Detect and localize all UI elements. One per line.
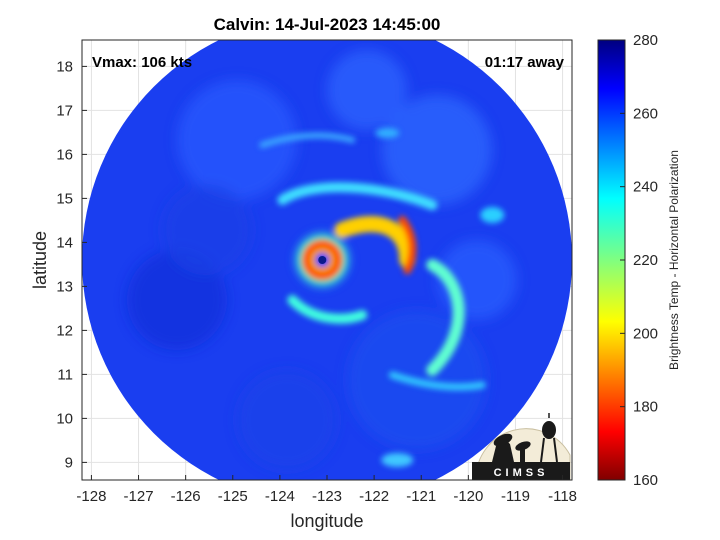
y-tick-label: 11 (57, 366, 73, 383)
colorbar-tick-label: 280 (633, 32, 658, 49)
x-tick-label: -125 (218, 488, 248, 505)
colorbar-tick-label: 200 (633, 325, 658, 342)
swath-patch (127, 250, 227, 350)
y-axis-ticks: 9 10 11 12 13 14 15 16 17 18 (56, 58, 87, 471)
rain-band-east (426, 259, 465, 376)
colorbar-tick-label: 180 (633, 399, 658, 416)
logo-dish-stand (520, 448, 525, 462)
y-tick-label: 13 (56, 278, 73, 295)
convective-cell (480, 207, 505, 223)
y-tick-label: 18 (56, 58, 73, 75)
swath-patch (237, 370, 337, 470)
logo-dish-right (515, 441, 531, 451)
y-tick-label: 10 (56, 410, 73, 427)
x-tick-label: -119 (501, 488, 530, 505)
rain-band-far-north (259, 132, 356, 148)
logo-band (472, 462, 570, 480)
swath-texture (127, 50, 517, 470)
x-tick-label: -128 (76, 488, 106, 505)
microwave-swath (82, 40, 572, 480)
convective-cell (375, 128, 400, 138)
colorbar-ticks: 160 180 200 220 240 260 280 (620, 32, 658, 489)
plot-title: Calvin: 14-Jul-2023 14:45:00 (214, 15, 441, 34)
rain-band-core (398, 216, 417, 274)
x-tick-label: -122 (359, 488, 389, 505)
time-away-annotation: 01:17 away (485, 54, 565, 71)
y-tick-label: 17 (56, 102, 73, 119)
swath-patch (177, 80, 297, 200)
x-tick-label: -124 (265, 488, 295, 505)
convective-cell (381, 453, 414, 467)
swath-patch (382, 95, 492, 205)
x-tick-label: -121 (406, 488, 436, 505)
x-axis-ticks: -128 -127 -126 -125 -124 -123 -122 -121 -120 -119… (76, 475, 577, 505)
x-tick-label: -123 (312, 488, 342, 505)
logo-text: CIMSS (494, 467, 549, 479)
logo-tower-leg-right (553, 437, 558, 463)
y-axis-label: latitude (30, 231, 50, 289)
x-axis-label: longitude (290, 511, 363, 531)
rain-band-south (287, 295, 368, 324)
rain-band-northeast (334, 216, 416, 268)
logo-tower-tank (542, 421, 556, 439)
y-tick-label: 16 (56, 146, 73, 163)
swath-patch (162, 185, 252, 275)
logo-dish-left (492, 438, 514, 462)
x-tick-label: -118 (548, 488, 577, 505)
colorbar-tick-label: 160 (633, 472, 658, 489)
logo-dish-left-top (493, 433, 513, 447)
y-tick-label: 14 (56, 234, 73, 251)
logo-tower-leg-left (540, 437, 545, 463)
swath-patch (327, 50, 407, 130)
y-tick-label: 9 (65, 454, 73, 471)
x-tick-label: -120 (453, 488, 483, 505)
storm-eye (318, 256, 327, 264)
vmax-annotation: Vmax: 106 kts (92, 54, 192, 71)
x-tick-label: -127 (124, 488, 154, 505)
colorbar-tick-label: 260 (633, 105, 658, 122)
eyewall-ring (301, 239, 343, 281)
x-tick-label: -126 (171, 488, 201, 505)
colorbar-tick-label: 240 (633, 179, 658, 196)
rain-band-outer (388, 371, 486, 391)
y-tick-label: 15 (56, 190, 73, 207)
rain-band-north (277, 182, 438, 210)
y-tick-label: 12 (56, 322, 73, 339)
colorbar-label: Brightness Temp - Horizontal Polarizatio… (667, 150, 681, 370)
cimss-logo: CIMSS (472, 413, 571, 481)
colorbar-tick-label: 220 (633, 252, 658, 269)
